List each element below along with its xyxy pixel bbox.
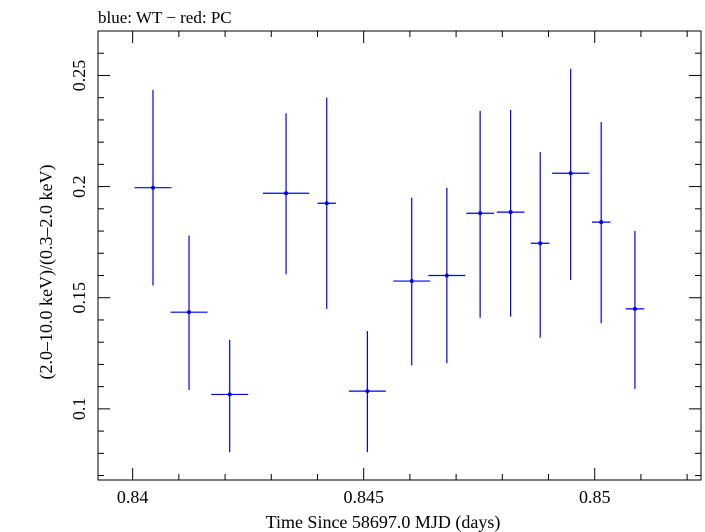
x-axis: 0.84 0.845 0.85 (117, 31, 688, 507)
x-tick-label: 0.845 (343, 487, 384, 507)
x-tick-label: 0.85 (579, 487, 611, 507)
x-axis-label: Time Since 58697.0 MJD (days) (266, 512, 501, 532)
data-point (150, 185, 155, 190)
data-point (568, 171, 573, 176)
data-point (508, 210, 513, 215)
y-axis: 0.1 0.15 0.2 0.25 (69, 30, 701, 477)
data-point (538, 241, 543, 246)
data-point (187, 310, 192, 315)
data-point (478, 211, 483, 216)
chart-title: blue: WT − red: PC (98, 8, 232, 27)
y-axis-label: (2.0–10.0 keV)/(0.3–2.0 keV) (36, 165, 57, 380)
data-point (632, 306, 637, 311)
plot-frame (97, 30, 702, 481)
y-tick-label: 0.25 (69, 60, 89, 92)
y-tick-label: 0.15 (69, 282, 89, 314)
x-tick-label: 0.84 (117, 487, 149, 507)
data-point (227, 392, 232, 397)
data-point (599, 220, 604, 225)
data-point (444, 273, 449, 278)
data-point (324, 201, 329, 206)
data-series (134, 68, 645, 453)
y-tick-label: 0.1 (69, 398, 89, 421)
data-point (284, 191, 289, 196)
data-point (365, 389, 370, 394)
y-tick-label: 0.2 (69, 175, 89, 198)
data-point (409, 279, 414, 284)
